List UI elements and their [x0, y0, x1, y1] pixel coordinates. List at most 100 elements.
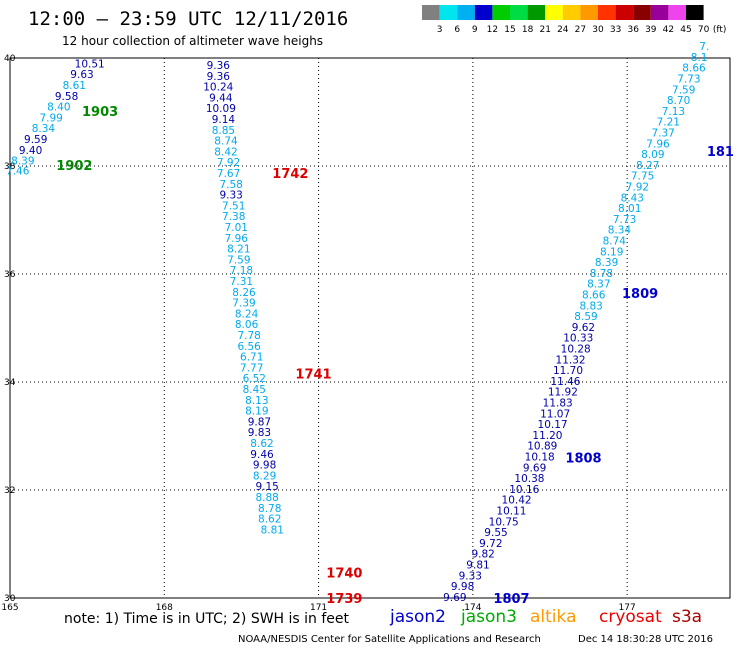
footer-timestamp: Dec 14 18:30:28 UTC 2016 — [578, 634, 713, 645]
wave-height-value: 9.83 — [248, 427, 271, 439]
time-label: 1903 — [82, 105, 118, 120]
wave-height-value: 10.89 — [527, 441, 557, 453]
x-tick-label: 171 — [310, 603, 327, 613]
page-title: 12:00 – 23:59 UTC 12/11/2016 — [28, 8, 349, 30]
color-scale-swatch — [633, 5, 651, 20]
wave-height-value: 8.85 — [212, 125, 235, 137]
grid-lines — [10, 58, 730, 598]
data-points: 10.519.638.619.588.407.998.349.599.408.3… — [6, 41, 709, 604]
wave-height-value: 7.18 — [230, 265, 253, 277]
x-tick-label: 177 — [619, 603, 636, 613]
wave-height-value: 7.51 — [222, 200, 245, 212]
wave-height-value: 8.34 — [32, 123, 56, 135]
color-scale-label: 6 — [454, 25, 460, 35]
color-scale-label: 18 — [522, 25, 534, 35]
wave-height-value: 7.96 — [225, 233, 249, 245]
mission-cryosat: cryosat — [599, 607, 662, 627]
wave-height-value: 8.74 — [214, 136, 238, 148]
wave-height-value: 9.46 — [250, 449, 274, 461]
wave-height-value: 7. — [699, 41, 709, 53]
wave-height-value: 8.19 — [600, 246, 623, 258]
wave-height-value: 9.55 — [484, 527, 507, 539]
wave-height-value: 8.26 — [232, 287, 256, 299]
wave-height-value: 9.87 — [248, 416, 271, 428]
color-scale-label: 9 — [472, 25, 478, 35]
color-scale-swatch — [686, 5, 704, 20]
footer-credit: NOAA/NESDIS Center for Satellite Applica… — [238, 634, 541, 645]
wave-height-value: 10.18 — [525, 452, 555, 464]
wave-height-value: 8.1 — [691, 52, 708, 64]
y-tick-label: 30 — [4, 594, 16, 604]
time-labels: 1903 1902 1742 1741 1740 1739 1807 1808 1809 181 — [56, 105, 734, 607]
wave-height-value: 8.66 — [682, 63, 706, 75]
time-label: 1741 — [295, 367, 331, 382]
wave-height-value: 8.62 — [258, 514, 281, 526]
wave-height-value: 8.74 — [603, 236, 627, 248]
color-scale-swatch — [580, 5, 598, 20]
time-label: 1742 — [272, 167, 308, 182]
wave-height-value: 8.40 — [47, 102, 70, 114]
mission-jason3: jason3 — [461, 607, 517, 627]
wave-height-value: 7.21 — [657, 117, 680, 129]
color-scale-label: 15 — [504, 25, 515, 35]
wave-height-value: 11.46 — [550, 376, 580, 388]
y-tick-label: 34 — [4, 378, 16, 388]
wave-height-value: 8.88 — [255, 492, 278, 504]
wave-height-value: 6.56 — [237, 341, 261, 353]
wave-height-value: 9.63 — [70, 69, 93, 81]
wave-height-value: 7.37 — [651, 128, 674, 140]
wave-height-value: 7.92 — [217, 157, 240, 169]
wave-height-value: 7.39 — [232, 298, 255, 310]
wave-height-value: 10.16 — [509, 484, 539, 496]
wave-height-value: 7.01 — [225, 222, 248, 234]
color-scale-swatch — [615, 5, 634, 20]
wave-height-value: 8.39 — [595, 257, 618, 269]
wave-height-value: 10.11 — [496, 506, 526, 518]
wave-height-value: 10.75 — [489, 516, 519, 528]
wave-height-value: 8.24 — [235, 308, 259, 320]
wave-height-value: 7.67 — [217, 168, 240, 180]
wave-height-value: 7.58 — [219, 179, 242, 191]
color-scale-label: 39 — [645, 25, 657, 35]
wave-height-value: 8.34 — [608, 225, 632, 237]
x-tick-label: 168 — [156, 603, 173, 613]
wave-height-value: 10.51 — [75, 58, 105, 70]
wave-height-value: 10.33 — [563, 333, 593, 345]
wave-height-value: 7.38 — [222, 211, 245, 223]
wave-height-value: 9.44 — [209, 92, 233, 104]
wave-height-value: 9.58 — [55, 91, 78, 103]
wave-height-value: 9.36 — [207, 71, 231, 83]
wave-height-value: 8.70 — [667, 95, 690, 107]
wave-height-value: 10.28 — [561, 344, 591, 356]
color-scale-label: 36 — [627, 25, 639, 35]
wave-height-value: 9.15 — [255, 481, 278, 493]
color-scale-swatch — [545, 5, 563, 20]
wave-height-value: 8.19 — [245, 406, 268, 418]
mission-jason2: jason2 — [390, 607, 446, 627]
axis-tick-labels: 165 168 171 174 177 30 32 34 36 38 40 — [1, 54, 635, 613]
color-scale-label: 42 — [663, 25, 674, 35]
wave-height-value: 11.92 — [548, 387, 578, 399]
color-scale-label: 70 — [698, 25, 710, 35]
wave-height-value: 9.98 — [451, 581, 474, 593]
wave-height-value: 9.40 — [19, 145, 42, 157]
wave-height-value: 9.33 — [459, 570, 482, 582]
color-scale-label: 33 — [610, 25, 621, 35]
time-label: 1807 — [493, 592, 529, 607]
wave-height-value: 8.13 — [245, 395, 268, 407]
wave-height-value: 11.83 — [543, 398, 573, 410]
color-scale-label: 3 — [437, 25, 443, 35]
color-scale-swatch — [510, 5, 528, 20]
mission-altika: altika — [530, 607, 577, 627]
time-label: 1902 — [56, 159, 92, 174]
wave-height-value: 8.39 — [11, 156, 34, 168]
color-scale-legend: 3 6 9 12 15 18 21 24 27 30 33 36 39 42 45 70 (ft) — [422, 5, 726, 35]
wave-height-value: 7.59 — [227, 254, 250, 266]
wave-height-value: 7.99 — [39, 112, 62, 124]
wave-height-value: 8.37 — [587, 279, 610, 291]
wave-height-value: 9.69 — [443, 592, 466, 604]
mission-s3a: s3a — [672, 607, 703, 627]
wave-height-value: 7.73 — [677, 74, 700, 86]
wave-height-value: 8.43 — [621, 192, 644, 204]
